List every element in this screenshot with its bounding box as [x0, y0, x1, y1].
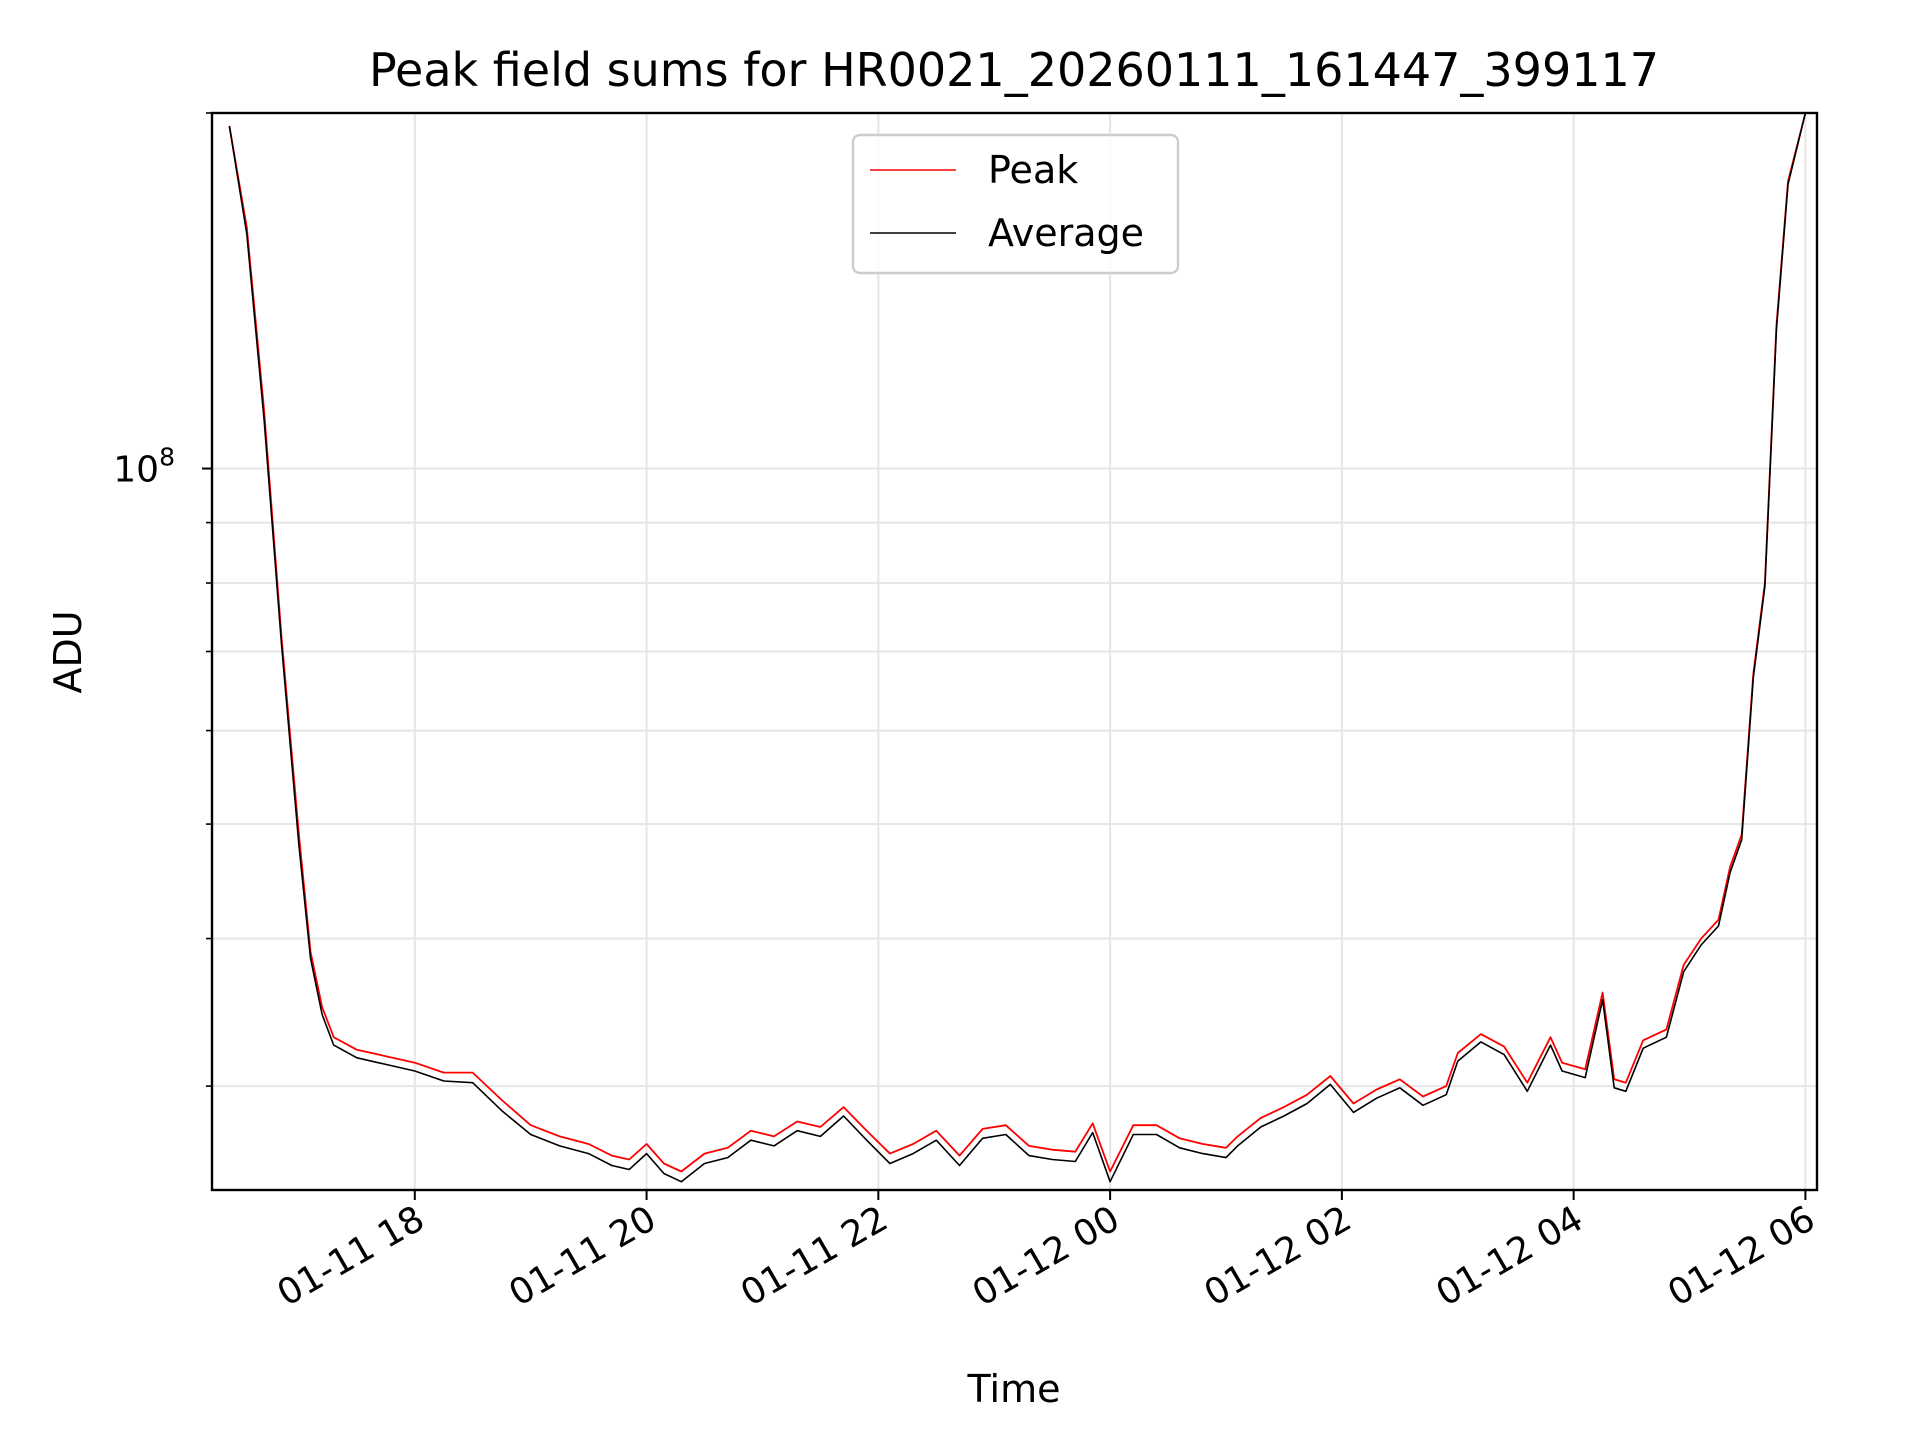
legend-label-peak: Peak: [988, 148, 1078, 192]
x-tick-labels: 01-11 18 01-11 20 01-11 22 01-12 00 01-12 02…: [271, 1198, 1822, 1314]
x-tick-label: 01-11 20: [502, 1198, 663, 1314]
series-line-average: [228, 113, 1807, 1183]
y-tick-labels: 108: [113, 443, 175, 491]
series-layer: [228, 113, 1807, 1183]
chart-title: Peak field sums for HR0021_20260111_1614…: [369, 43, 1659, 97]
y-tick-label: 108: [113, 443, 175, 491]
x-axis-label: Time: [967, 1367, 1061, 1411]
x-tick-label: 01-12 02: [1198, 1198, 1359, 1314]
axis-ticks: [202, 112, 1807, 1200]
y-tick-base: 10: [113, 450, 159, 491]
x-tick-label: 01-12 06: [1661, 1198, 1822, 1314]
legend: Peak Average: [851, 133, 1180, 275]
legend-label-average: Average: [988, 211, 1144, 255]
grid-lines: [212, 112, 1817, 1190]
y-tick-exponent: 8: [159, 443, 175, 472]
y-axis-label: ADU: [46, 610, 90, 693]
x-tick-label: 01-11 18: [271, 1198, 432, 1314]
x-tick-label: 01-12 04: [1429, 1198, 1590, 1314]
x-tick-label: 01-11 22: [734, 1198, 895, 1314]
series-line-peak: [228, 113, 1807, 1173]
x-tick-label: 01-12 00: [966, 1198, 1127, 1314]
